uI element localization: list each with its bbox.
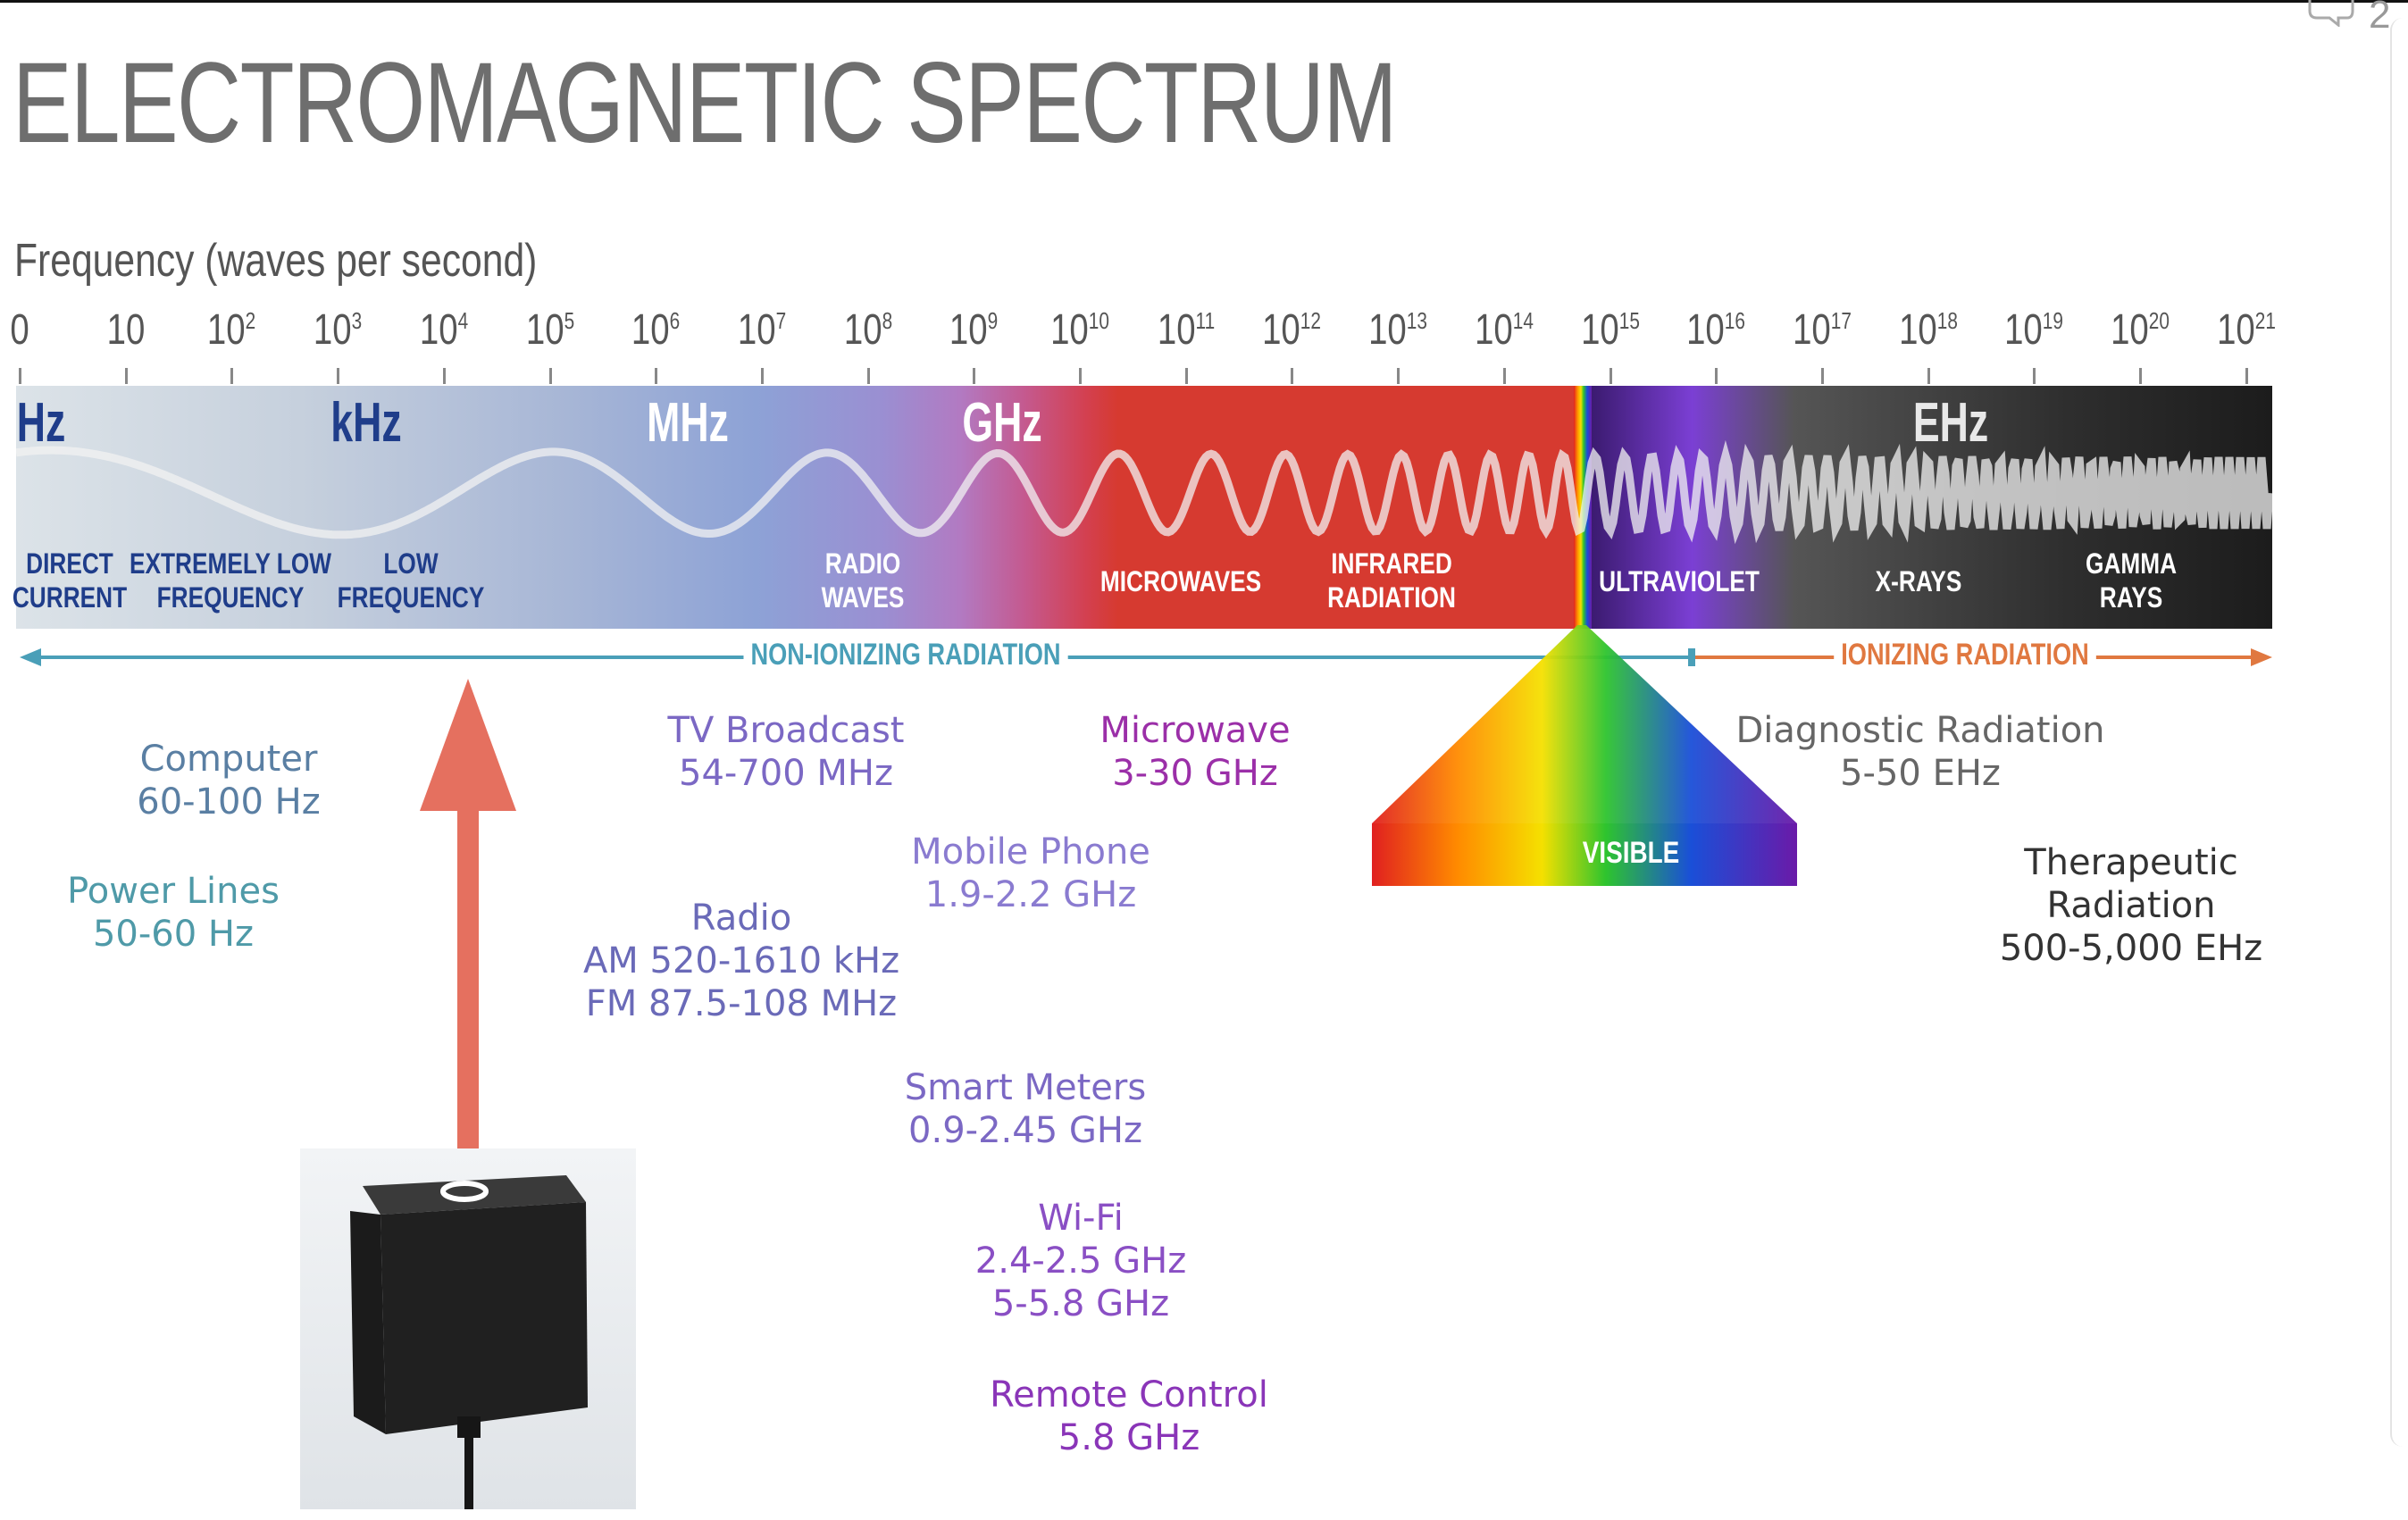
tick-label: 1013 [1368,306,1428,354]
tick-mark [866,368,870,384]
tick-label: 103 [313,306,363,354]
application-label: Remote Control 5.8 GHz [990,1374,1268,1458]
tick-mark [1820,368,1824,384]
tick-label: 1021 [2216,306,2276,354]
tick-mark [124,368,128,384]
application-label: Mobile Phone 1.9-2.2 GHz [911,831,1150,915]
tick-mark [1291,368,1294,384]
tick-mark [760,368,764,384]
tick-mark [337,368,340,384]
scrollbar[interactable] [2390,18,2408,1447]
tick-label: 108 [843,306,892,354]
tick-mark [2033,368,2036,384]
tick-mark [230,368,234,384]
region-label: ULTRAVIOLET [1599,565,1760,597]
tick-label: 109 [949,306,999,354]
tick-mark [973,368,976,384]
application-label: Computer 60-100 Hz [137,739,321,823]
application-label: Smart Meters 0.9-2.45 GHz [904,1067,1147,1151]
tick-mark [1397,368,1400,384]
spectrum-band [16,386,2272,629]
tick-mark [442,368,446,384]
application-label: Power Lines 50-60 Hz [67,871,280,955]
tick-mark [1609,368,1612,384]
tick-mark [548,368,552,384]
comment-icon[interactable] [2303,0,2356,27]
tick-label: 10 [106,306,146,354]
region-label: GAMMA RAYS [2085,547,2178,614]
non-ionizing-label: NON-IONIZING RADIATION [743,638,1068,672]
tick-mark [655,368,658,384]
tick-label: 106 [631,306,681,354]
tick-label: 1016 [1686,306,1746,354]
tick-label: 1014 [1474,306,1534,354]
application-label: Microwave 3-30 GHz [1099,710,1291,794]
top-border [0,0,2408,3]
application-label: Diagnostic Radiation 5-50 EHz [1735,710,2105,794]
tick-label: 1012 [1262,306,1322,354]
unit-label-ehz: EHz [1912,392,1989,454]
tick-label: 1018 [1898,306,1958,354]
device-photo [300,1148,636,1509]
unit-label-ghz: GHz [962,392,1042,454]
tick-mark [2139,368,2142,384]
tick-label: 105 [525,306,574,354]
tick-label: 107 [737,306,787,354]
region-label: EXTREMELY LOW FREQUENCY [130,547,331,614]
region-label: MICROWAVES [1099,565,1262,597]
tick-label: 0 [10,306,29,354]
tick-label: 1020 [2111,306,2170,354]
region-label: X-RAYS [1875,565,1962,597]
tick-mark [19,368,21,384]
tick-label: 1015 [1580,306,1640,354]
tick-label: 104 [419,306,468,354]
tick-label: 1017 [1792,306,1852,354]
tick-mark [1927,368,1930,384]
tick-label: 1011 [1157,306,1215,354]
page-count[interactable]: 2 [2369,0,2391,37]
application-label: Therapeutic Radiation 500-5,000 EHz [1999,842,2263,969]
tick-label: 102 [207,306,256,354]
unit-label-hz: Hz [16,392,66,454]
frequency-axis-label: Frequency (waves per second) [14,235,538,287]
application-label: Wi-Fi 2.4-2.5 GHz 5-5.8 GHz [974,1198,1187,1324]
page-title: ELECTROMAGNETIC SPECTRUM [13,39,1398,167]
application-label: Radio AM 520-1610 kHz FM 87.5-108 MHz [582,898,900,1024]
unit-label-khz: kHz [330,392,402,454]
ionizing-label: IONIZING RADIATION [1834,638,2096,672]
tick-mark [1079,368,1082,384]
region-label: DIRECT CURRENT [12,547,128,614]
tick-mark [1502,368,1506,384]
tick-mark [1184,368,1188,384]
tick-mark [2245,368,2248,384]
visible-light-prism [1372,625,1797,886]
tick-mark [1715,368,1718,384]
visible-label: VISIBLE [1582,836,1680,870]
region-label: RADIO WAVES [821,547,905,614]
region-label: INFRARED RADIATION [1327,547,1456,614]
tick-label: 1019 [2004,306,2064,354]
region-label: LOW FREQUENCY [337,547,485,614]
tick-label: 1010 [1050,306,1109,354]
unit-label-mhz: MHz [647,392,729,454]
application-label: TV Broadcast 54-700 MHz [667,710,905,794]
up-arrow [420,679,516,1152]
